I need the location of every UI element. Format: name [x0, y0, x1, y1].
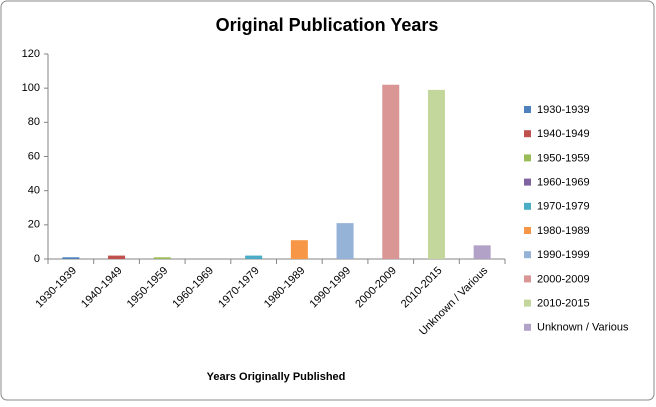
legend-label: Unknown / Various: [537, 322, 629, 334]
legend-swatch: [524, 299, 531, 307]
legend-swatch: [524, 154, 531, 162]
y-tick-label: 40: [28, 185, 40, 197]
y-tick-label: 100: [22, 82, 40, 94]
legend-swatch: [524, 130, 531, 138]
legend-swatch: [524, 251, 531, 259]
y-tick-label: 20: [28, 219, 40, 231]
legend-swatch: [524, 202, 531, 210]
legend-swatch: [524, 227, 531, 234]
bar: [427, 89, 445, 259]
y-tick-label: 60: [28, 150, 40, 162]
legend-label: 1940-1949: [537, 128, 590, 140]
legend-label: 1990-1999: [537, 249, 590, 261]
legend-swatch: [524, 178, 531, 186]
legend-label: 2000-2009: [537, 273, 590, 285]
bar: [473, 245, 491, 259]
bar: [290, 240, 308, 259]
y-tick-label: 80: [28, 116, 40, 128]
bar: [62, 257, 80, 259]
legend-swatch: [524, 106, 531, 113]
legend-label: 1980-1989: [537, 225, 590, 237]
bar: [382, 84, 400, 259]
legend-swatch: [524, 275, 531, 283]
legend-label: 2010-2015: [537, 298, 590, 310]
legend-swatch: [524, 323, 531, 331]
y-tick-label: 120: [22, 48, 40, 60]
bar: [245, 255, 263, 259]
legend-label: 1950-1959: [537, 152, 590, 164]
y-tick-label: 0: [34, 253, 40, 265]
bar: [108, 255, 126, 259]
legend-label: 1970-1979: [537, 201, 590, 213]
bar: [336, 223, 354, 259]
x-axis-title: Years Originally Published: [207, 371, 346, 383]
legend-label: 1930-1939: [537, 104, 590, 116]
bar: [153, 257, 171, 259]
legend-label: 1960-1969: [537, 177, 590, 189]
chart-title: Original Publication Years: [216, 15, 439, 35]
